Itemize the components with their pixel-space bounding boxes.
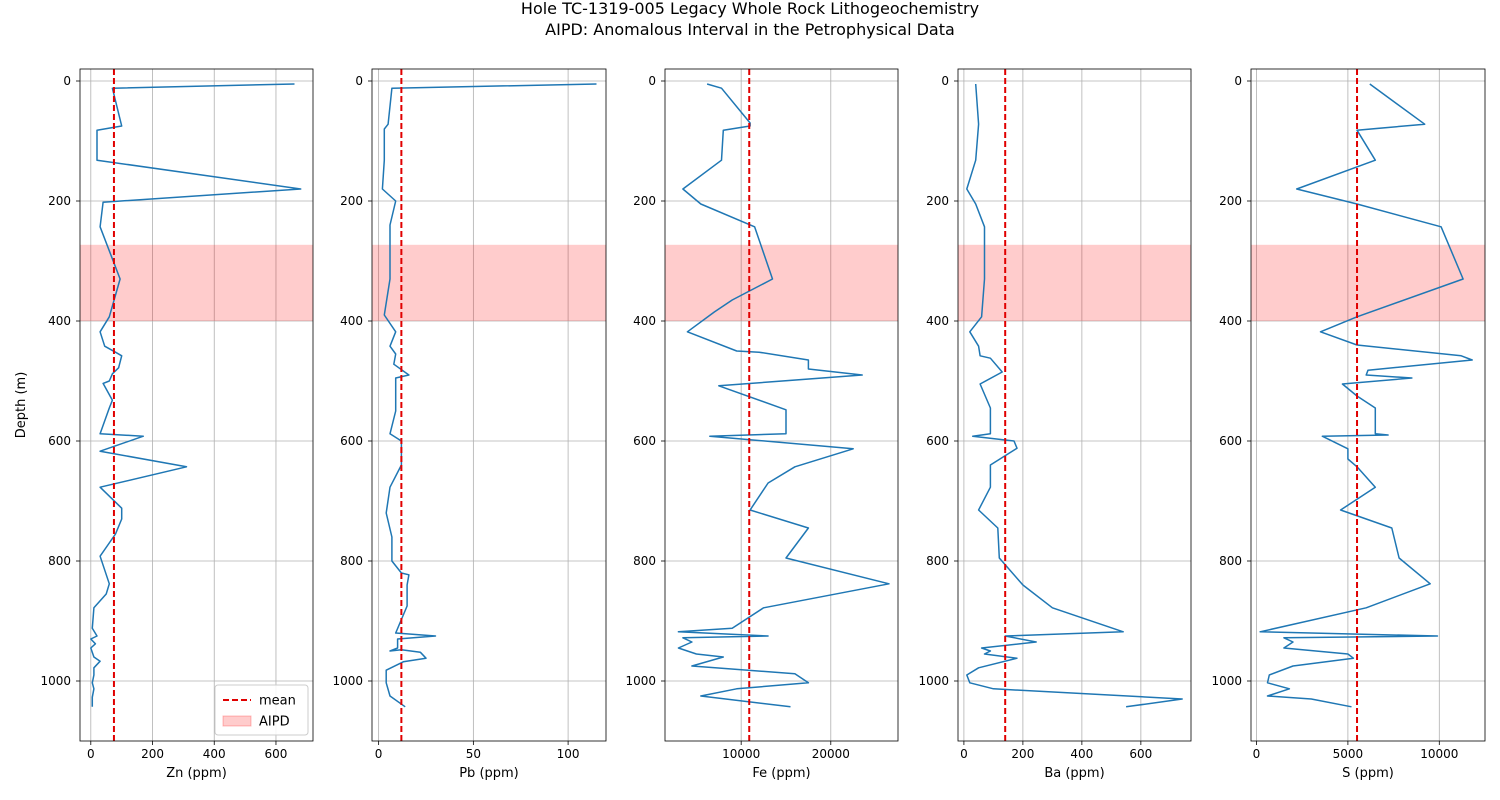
chart-4-y-tick-label: 800	[926, 554, 949, 568]
chart-3-y-tick-label: 800	[633, 554, 656, 568]
chart-3-x-tick-label: 20000	[812, 747, 850, 761]
chart-1-y-axis-label: Depth (m)	[14, 372, 29, 439]
chart-5-y-tick-label: 400	[1219, 314, 1242, 328]
chart-4-x-tick-label: 600	[1129, 747, 1152, 761]
chart-2-aipd-band	[372, 244, 606, 321]
chart-4-x-tick-label: 200	[1011, 747, 1034, 761]
chart-4-y-tick-label: 200	[926, 194, 949, 208]
chart-1-x-axis-label: Zn (ppm)	[166, 766, 227, 781]
legend-label-mean: mean	[259, 694, 296, 709]
chart-5-data-line	[1259, 83, 1473, 708]
chart-5-aipd-band	[1251, 244, 1485, 321]
chart-1-y-tick-label: 400	[48, 314, 71, 328]
chart-2-x-tick-label: 50	[466, 747, 481, 761]
chart-4-y-tick-label: 1000	[918, 674, 949, 688]
legend-label-aipd: AIPD	[259, 715, 290, 730]
chart-2-y-tick-label: 600	[340, 434, 363, 448]
chart-1-data-line	[90, 83, 302, 707]
chart-3-y-tick-label: 600	[633, 434, 656, 448]
chart-3-y-tick-label: 1000	[625, 674, 656, 688]
chart-5-y-tick-label: 600	[1219, 434, 1242, 448]
chart-3-axes-frame	[664, 68, 899, 742]
chart-3-aipd-band	[665, 244, 898, 321]
chart-5-y-tick-label: 1000	[1211, 674, 1242, 688]
chart-2-x-tick-label: 100	[557, 747, 580, 761]
chart-3-y-tick-label: 0	[648, 74, 656, 88]
chart-5-x-axis-label: S (ppm)	[1342, 766, 1394, 781]
chart-2-y-tick-label: 200	[340, 194, 363, 208]
chart-4-axes-frame	[957, 68, 1192, 742]
chart-4: 0 200 400 600 0 200 400 600 800 1000 Ba (ppm)	[918, 68, 1192, 781]
chart-1-y-tick-label: 0	[63, 74, 71, 88]
chart-1-x-tick-label: 200	[141, 747, 164, 761]
chart-2-y-tick-label: 800	[340, 554, 363, 568]
chart-4-x-tick-label: 0	[960, 747, 968, 761]
legend-box	[214, 684, 309, 736]
chart-5-axes-frame	[1250, 68, 1486, 742]
chart-3-x-tick-label: 10000	[722, 747, 760, 761]
chart-2-x-tick-label: 0	[375, 747, 383, 761]
chart-1-y-tick-label: 600	[48, 434, 71, 448]
chart-2-data-line	[381, 83, 597, 708]
chart-4-aipd-band	[958, 244, 1191, 321]
chart-5-x-tick-label: 10000	[1420, 747, 1458, 761]
chart-3: 10000 20000 0 200 400 600 800 1000 Fe (ppm)	[625, 68, 899, 781]
chart-3-x-axis-label: Fe (ppm)	[752, 766, 810, 781]
chart-5-y-tick-label: 800	[1219, 554, 1242, 568]
chart-1-x-tick-label: 0	[87, 747, 95, 761]
chart-4-x-tick-label: 400	[1070, 747, 1093, 761]
chart-5-y-tick-label: 0	[1234, 74, 1242, 88]
legend-aipd-swatch	[222, 715, 252, 727]
chart-1-y-tick-label: 800	[48, 554, 71, 568]
chart-2-axes-frame	[371, 68, 607, 742]
chart-4-y-tick-label: 400	[926, 314, 949, 328]
chart-1: 0 200 400 600 0 200 400 600 800 1000 Zn (ppm) Depth…	[14, 68, 314, 781]
chart-1-y-tick-label: 1000	[40, 674, 71, 688]
chart-4-y-tick-label: 0	[941, 74, 949, 88]
chart-2-y-tick-label: 0	[355, 74, 363, 88]
chart-2-y-tick-label: 400	[340, 314, 363, 328]
chart-2-x-axis-label: Pb (ppm)	[459, 766, 519, 781]
chart-1-axes-frame	[79, 68, 314, 742]
figure-subtitle: AIPD: Anomalous Interval in the Petrophy…	[545, 20, 955, 39]
chart-3-data-line	[677, 83, 890, 708]
chart-1-aipd-band	[80, 244, 313, 321]
figure-title: Hole TC-1319-005 Legacy Whole Rock Litho…	[521, 0, 979, 18]
chart-4-x-axis-label: Ba (ppm)	[1044, 766, 1104, 781]
chart-2-y-tick-label: 1000	[332, 674, 363, 688]
chart-5-x-tick-label: 0	[1253, 747, 1261, 761]
chart-4-y-tick-label: 600	[926, 434, 949, 448]
chart-1-x-tick-label: 600	[265, 747, 288, 761]
chart-5-x-tick-label: 5000	[1333, 747, 1364, 761]
chart-5-y-tick-label: 200	[1219, 194, 1242, 208]
chart-1-x-tick-label: 400	[203, 747, 226, 761]
chart-3-y-tick-label: 400	[633, 314, 656, 328]
chart-3-y-tick-label: 200	[633, 194, 656, 208]
chart-1-legend: mean AIPD	[214, 684, 309, 736]
chart-1-y-tick-label: 200	[48, 194, 71, 208]
chart-5: 0 5000 10000 0 200 400 600 800 1000 S (ppm)	[1211, 68, 1486, 781]
